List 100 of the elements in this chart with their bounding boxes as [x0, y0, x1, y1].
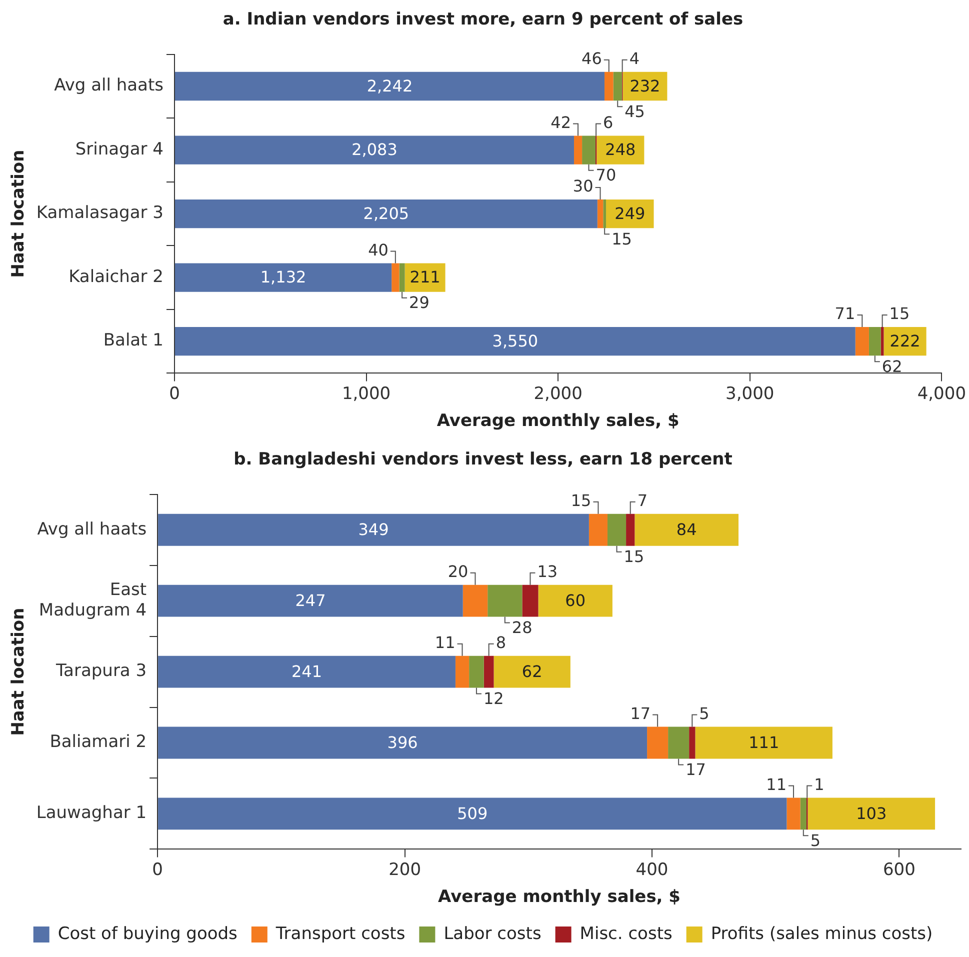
data-label: 15	[889, 304, 910, 324]
data-label: 42	[550, 112, 572, 132]
y-axis-title: Haat location	[8, 608, 29, 736]
data-label: 2,205	[363, 204, 410, 223]
y-tick-label: Kamalasagar 3	[36, 203, 164, 224]
data-label: 29	[409, 293, 430, 312]
data-label: 15	[612, 229, 632, 248]
data-label: 3,550	[492, 331, 538, 350]
data-label: 2,083	[352, 140, 398, 160]
data-label: 70	[596, 166, 616, 185]
bar	[174, 72, 604, 101]
data-label: 45	[624, 102, 645, 121]
y-tick-label: Srinagar 4	[75, 139, 164, 160]
legend-label: Transport costs	[274, 924, 406, 944]
data-label: 13	[537, 562, 558, 582]
y-tick-label: Kalaichar 2	[68, 266, 164, 287]
data-label: 62	[882, 356, 902, 376]
bar	[689, 726, 696, 759]
data-label: 11	[766, 774, 787, 794]
data-label: 1,132	[260, 268, 306, 287]
bar	[174, 326, 856, 356]
bar	[603, 199, 606, 228]
x-tick-label: 0	[152, 860, 163, 880]
bar	[158, 656, 456, 688]
data-label: 11	[434, 632, 456, 652]
bar	[604, 72, 614, 101]
y-tick-label: Lauwaghar 1	[36, 803, 147, 824]
data-label: 15	[624, 547, 644, 566]
bar	[158, 726, 648, 759]
data-label: 7	[637, 491, 648, 510]
y-axis-title: Haat location	[8, 150, 29, 278]
bar	[647, 726, 668, 759]
data-label: 20	[448, 562, 468, 582]
data-label: 211	[410, 268, 440, 287]
y-tick-label: Baliamari 2	[50, 732, 147, 752]
data-label: 5	[810, 830, 821, 850]
data-label: 62	[522, 662, 542, 681]
data-label: 28	[512, 618, 532, 637]
bar	[392, 263, 400, 292]
bar	[462, 584, 488, 617]
bar	[494, 656, 570, 688]
data-label: 103	[856, 804, 887, 823]
bar	[634, 514, 739, 546]
bar	[174, 136, 574, 164]
data-label: 248	[605, 140, 636, 160]
data-label: 60	[565, 590, 586, 610]
data-label: 349	[358, 520, 389, 540]
y-tick-label: Avg all haats	[37, 519, 147, 540]
data-label: 12	[483, 688, 504, 708]
data-label: 17	[686, 760, 706, 779]
data-label: 2,242	[366, 76, 413, 96]
data-label: 509	[457, 804, 488, 823]
bar	[399, 263, 405, 292]
chart-title: a. Indian vendors invest more, earn 9 percent of sales	[222, 10, 744, 30]
bar	[695, 726, 832, 759]
x-tick-label: 4,000	[917, 384, 966, 404]
bar	[786, 798, 800, 830]
data-label: 40	[368, 240, 388, 260]
data-label: 71	[834, 304, 856, 324]
data-label: 8	[496, 632, 506, 652]
bar	[158, 798, 787, 830]
x-tick-label: 3,000	[726, 384, 774, 404]
x-axis-title: Average monthly sales, $	[438, 887, 681, 908]
data-label: 46	[582, 49, 602, 68]
bar	[582, 136, 596, 164]
bar	[613, 72, 622, 101]
legend-label: Labor costs	[444, 924, 542, 944]
bar	[668, 726, 690, 759]
bar	[404, 263, 446, 292]
legend-label: Cost of buying goods	[58, 924, 238, 944]
data-label: 5	[699, 704, 710, 723]
legend-label: Profits (sales minus costs)	[710, 924, 933, 944]
bar	[574, 136, 582, 164]
x-tick-label: 600	[882, 860, 916, 880]
bar	[488, 584, 522, 617]
data-label: 222	[890, 331, 920, 350]
bar	[800, 798, 806, 830]
bar	[538, 584, 612, 617]
data-label: 17	[630, 704, 651, 723]
bar	[607, 514, 626, 546]
bar	[522, 584, 538, 617]
data-label: 249	[614, 204, 646, 223]
x-tick-label: 200	[388, 860, 422, 880]
bar	[174, 199, 598, 228]
x-axis-title: Average monthly sales, $	[436, 411, 680, 432]
data-label: 6	[603, 112, 614, 132]
data-label: 15	[570, 491, 592, 510]
bar	[597, 199, 604, 228]
y-tick-label: Tarapura 3	[54, 661, 147, 682]
data-label: 396	[387, 732, 418, 752]
x-tick-label: 400	[636, 860, 668, 880]
y-tick-label: East Madugram 4	[38, 580, 147, 620]
bar	[868, 326, 881, 356]
data-label: 1	[814, 774, 824, 794]
bar	[588, 514, 608, 546]
data-label: 30	[572, 176, 594, 196]
data-label: 111	[748, 732, 780, 752]
bar	[469, 656, 484, 688]
x-tick-label: 1,000	[342, 384, 391, 404]
data-label: 232	[630, 76, 660, 96]
